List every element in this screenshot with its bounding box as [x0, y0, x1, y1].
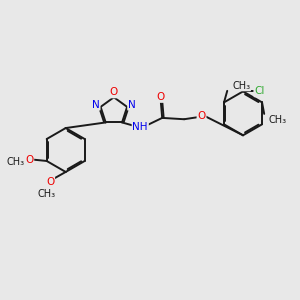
Text: O: O	[197, 111, 206, 121]
Text: CH₃: CH₃	[268, 115, 286, 125]
Text: CH₃: CH₃	[6, 157, 24, 167]
Text: N: N	[128, 100, 136, 110]
Text: O: O	[157, 92, 165, 102]
Text: CH₃: CH₃	[38, 189, 56, 199]
Text: N: N	[92, 100, 100, 110]
Text: Cl: Cl	[254, 86, 265, 96]
Text: O: O	[46, 177, 54, 187]
Text: O: O	[25, 154, 33, 165]
Text: O: O	[110, 87, 118, 98]
Text: CH₃: CH₃	[232, 80, 250, 91]
Text: NH: NH	[133, 122, 148, 132]
